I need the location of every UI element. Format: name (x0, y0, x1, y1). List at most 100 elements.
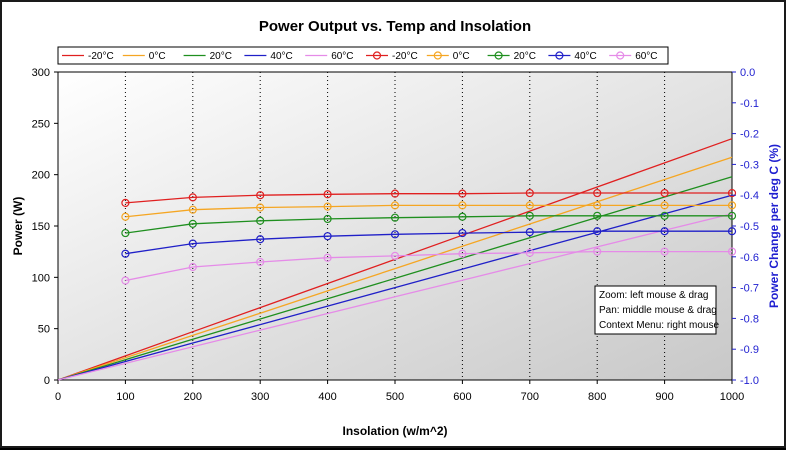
pct-change-point (188, 262, 197, 272)
pct-change-point (727, 211, 737, 220)
pct-change-point (121, 198, 130, 207)
y2-tick-label: -0.9 (740, 344, 759, 356)
legend-label: 40°C (270, 51, 292, 62)
y-tick-label: 150 (32, 221, 50, 233)
pct-change-point (188, 239, 197, 248)
x-axis-label: Insolation (w/m^2) (342, 424, 447, 438)
pct-change-point (121, 276, 130, 285)
legend-item: -20°C (62, 51, 114, 62)
pct-change-series (121, 201, 737, 221)
pct-change-point (323, 214, 332, 224)
power-series (57, 213, 733, 381)
pct-change-point (525, 188, 534, 198)
legend[interactable]: -20°C 0°C 20°C 40°C 60°C -20°C 0°C 20°C 40°C 60°C (57, 46, 669, 65)
x-tick-label: 300 (251, 391, 269, 403)
x-tick-label: 500 (386, 391, 404, 403)
legend-marker (616, 51, 625, 60)
x-axis-ticks: 0 100 200 300 400 500 600 700 800 900 1000 (55, 380, 744, 403)
power-series (57, 156, 733, 381)
pct-change-point (323, 253, 332, 262)
pct-change-series (121, 227, 737, 258)
pct-change-point (323, 232, 332, 241)
pct-change-point (323, 190, 332, 199)
x-tick-label: 900 (655, 391, 673, 403)
pct-change-line (125, 192, 732, 204)
pct-change-point (660, 227, 669, 236)
pct-change-point (727, 201, 737, 210)
pct-change-point (593, 247, 602, 256)
pct-change-point (458, 249, 467, 258)
y-tick-label: 50 (38, 324, 50, 336)
legend-label: -20°C (88, 51, 114, 62)
pct-change-point (660, 188, 669, 198)
series-layer (57, 138, 737, 381)
pct-change-point (593, 227, 602, 236)
legend-item: 0°C (122, 51, 166, 62)
x-tick-label: 700 (521, 391, 539, 403)
legend-marker (494, 51, 503, 60)
x-tick-label: 600 (453, 391, 471, 403)
legend-label: 0°C (149, 51, 166, 62)
legend-item: -20°C (366, 51, 418, 62)
y2-tick-label: -0.4 (740, 190, 759, 202)
y2-tick-label: -0.5 (740, 221, 759, 233)
legend-item: 0°C (426, 51, 470, 62)
power-series (57, 176, 733, 381)
x-tick-label: 100 (116, 391, 134, 403)
pct-change-point (727, 247, 737, 256)
pct-change-point (660, 211, 669, 220)
legend-label: 20°C (514, 51, 536, 62)
y-axis-label: Power (W) (11, 197, 25, 256)
pct-change-point (525, 248, 534, 257)
help-zoom-text: Zoom: left mouse & drag (599, 290, 709, 301)
pct-change-line (125, 250, 732, 282)
pct-change-point (188, 219, 197, 228)
legend-label: 20°C (210, 51, 232, 62)
pct-change-point (188, 205, 197, 214)
pct-change-point (188, 193, 197, 202)
legend-marker (372, 51, 382, 60)
legend-item: 40°C (244, 51, 293, 62)
pct-change-point (256, 235, 265, 244)
pct-change-point (121, 212, 130, 221)
pct-change-point (458, 212, 467, 221)
pct-change-point (458, 189, 467, 198)
legend-label: 60°C (331, 51, 353, 62)
help-box-border (594, 285, 717, 335)
legend-box (57, 46, 669, 65)
legend-item: 60°C (609, 51, 658, 62)
pct-change-point (525, 228, 534, 237)
y-tick-label: 300 (32, 67, 50, 79)
x-tick-label: 1000 (720, 391, 744, 403)
power-series (57, 194, 733, 381)
pct-change-point (593, 201, 602, 210)
pct-change-point (256, 257, 265, 267)
chart-title: Power Output vs. Temp and Insolation (259, 18, 531, 35)
legend-marker (555, 51, 564, 60)
pct-change-point (727, 188, 737, 198)
power-line (57, 213, 733, 381)
power-line (57, 176, 733, 381)
y2-tick-label: 0.0 (740, 67, 755, 79)
y2-axis-label: Power Change per deg C (%) (767, 144, 781, 308)
pct-change-point (593, 211, 602, 220)
pct-change-point (256, 216, 265, 225)
pct-change-point (256, 203, 265, 212)
pct-change-point (458, 201, 467, 210)
y2-tick-label: -0.8 (740, 313, 759, 325)
help-pan-text: Pan: middle mouse & drag (599, 305, 717, 316)
power-line (57, 156, 733, 381)
y2-tick-label: -1.0 (740, 375, 759, 387)
y-tick-label: 0 (44, 375, 50, 387)
pct-change-line (125, 215, 732, 234)
pct-change-series (121, 247, 737, 285)
y-tick-label: 200 (32, 170, 50, 182)
x-tick-label: 0 (55, 391, 61, 403)
legend-item: 20°C (487, 51, 536, 62)
y2-tick-label: -0.6 (740, 252, 759, 264)
pct-change-point (660, 201, 669, 210)
legend-item: 20°C (183, 51, 232, 62)
pct-change-series (121, 188, 737, 207)
pct-change-point (593, 188, 602, 198)
